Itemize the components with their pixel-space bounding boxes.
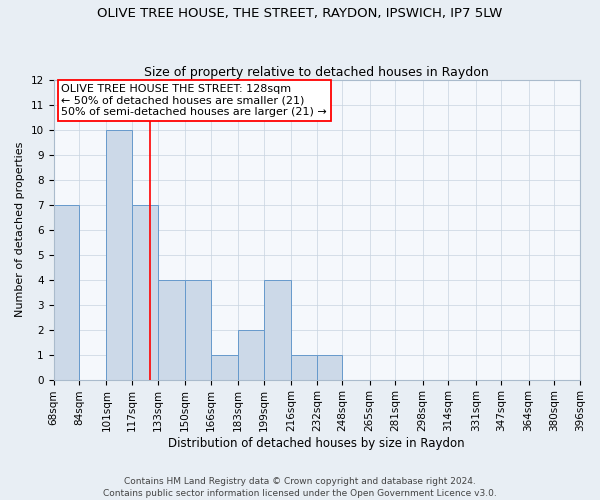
Text: OLIVE TREE HOUSE, THE STREET, RAYDON, IPSWICH, IP7 5LW: OLIVE TREE HOUSE, THE STREET, RAYDON, IP… (97, 8, 503, 20)
Bar (185, 280, 211, 380)
Title: Size of property relative to detached houses in Raydon: Size of property relative to detached ho… (145, 66, 489, 78)
Bar (106, 130, 132, 380)
Bar (317, 354, 343, 380)
Text: Contains HM Land Registry data © Crown copyright and database right 2024.
Contai: Contains HM Land Registry data © Crown c… (103, 476, 497, 498)
Text: OLIVE TREE HOUSE THE STREET: 128sqm
← 50% of detached houses are smaller (21)
50: OLIVE TREE HOUSE THE STREET: 128sqm ← 50… (61, 84, 327, 117)
Bar (238, 330, 264, 380)
X-axis label: Distribution of detached houses by size in Raydon: Distribution of detached houses by size … (169, 437, 465, 450)
Bar (158, 280, 185, 380)
Bar (291, 354, 317, 380)
Bar (132, 204, 158, 380)
Bar (264, 280, 291, 380)
Y-axis label: Number of detached properties: Number of detached properties (15, 142, 25, 318)
Bar (211, 354, 238, 380)
Bar (53, 204, 79, 380)
